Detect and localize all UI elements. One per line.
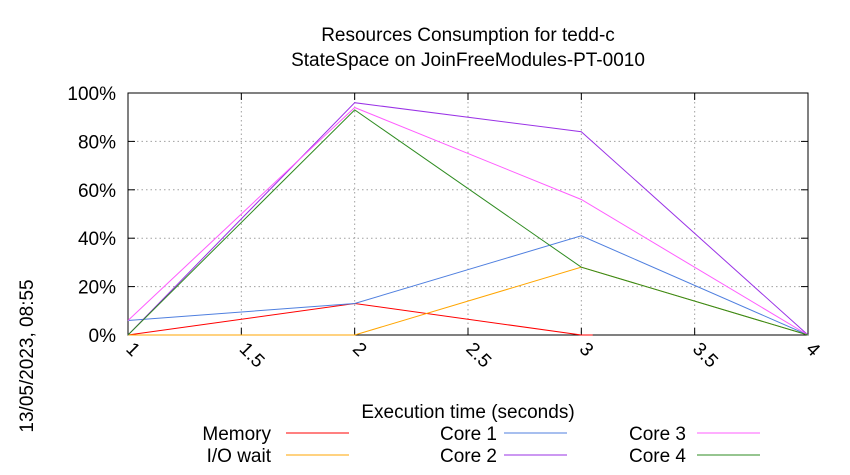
series-line-core-2 bbox=[127, 102, 809, 336]
x-tick-label: 3 bbox=[575, 339, 597, 361]
y-tick-label: 60% bbox=[78, 181, 116, 202]
series-line-core-1 bbox=[127, 235, 809, 336]
legend-label-core-4: Core 4 bbox=[629, 446, 686, 467]
chart-title-line-2: StateSpace on JoinFreeModules-PT-0010 bbox=[291, 50, 645, 71]
y-tick-labels: 0% 20% 40% 60% 80% 100% bbox=[67, 84, 116, 347]
axis-ticks bbox=[127, 92, 809, 336]
x-tick-label: 4 bbox=[801, 339, 824, 362]
chart-title-line-1: Resources Consumption for tedd-c bbox=[321, 25, 615, 46]
legend-label-core-1: Core 1 bbox=[440, 424, 497, 445]
y-tick-label: 40% bbox=[78, 229, 116, 250]
series-line-core-3 bbox=[127, 106, 809, 336]
y-tick-label: 100% bbox=[67, 84, 116, 105]
y-tick-label: 80% bbox=[78, 132, 116, 153]
x-tick-labels: 1 1.5 2 2.5 3 3.5 4 bbox=[121, 339, 824, 373]
x-axis-label: Execution time (seconds) bbox=[361, 402, 574, 423]
x-tick-label: 2 bbox=[348, 339, 370, 361]
y-tick-label: 20% bbox=[78, 278, 116, 299]
legend-label-i-o-wait: I/O wait bbox=[207, 446, 272, 467]
x-tick-label: 1.5 bbox=[235, 339, 269, 373]
grid-lines bbox=[128, 93, 808, 335]
x-tick-label: 2.5 bbox=[461, 339, 495, 373]
series-line-i-o-wait bbox=[128, 266, 809, 336]
series-line-memory bbox=[127, 302, 593, 336]
legend-label-core-2: Core 2 bbox=[440, 446, 497, 467]
series-line-core-4 bbox=[127, 109, 809, 336]
timestamp-label: 13/05/2023, 08:55 bbox=[17, 279, 38, 432]
y-tick-label: 0% bbox=[89, 326, 117, 347]
legend-label-memory: Memory bbox=[202, 424, 271, 445]
x-tick-label: 1 bbox=[121, 339, 143, 361]
x-tick-label: 3.5 bbox=[688, 339, 722, 373]
series-lines bbox=[127, 102, 809, 336]
legend-label-core-3: Core 3 bbox=[629, 424, 686, 445]
